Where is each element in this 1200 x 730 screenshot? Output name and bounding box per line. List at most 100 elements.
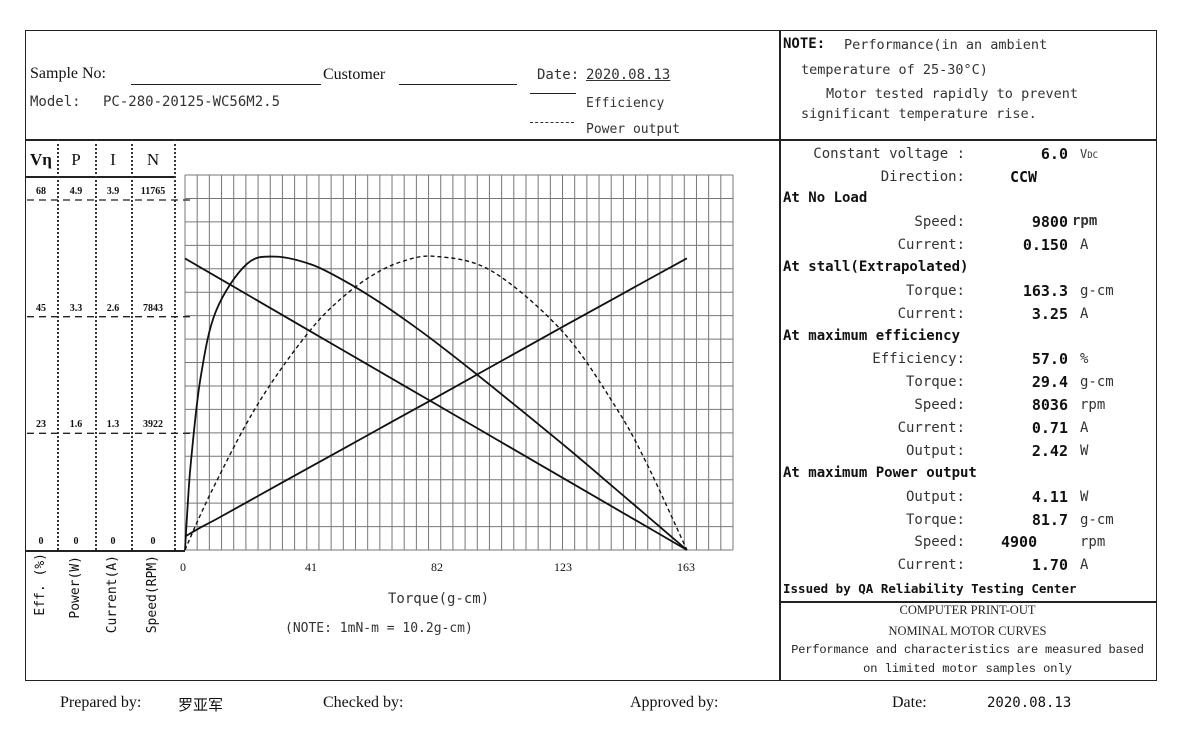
stall-heading: At stall(Extrapolated)	[783, 259, 969, 275]
max-eff-output-value: 2.42	[1031, 442, 1068, 460]
prepared-by-label: Prepared by:	[60, 694, 142, 711]
max-power-current-value: 1.70	[1031, 556, 1068, 574]
max-eff-current-unit: A	[1080, 420, 1089, 436]
axis-tick-label-speed: 11765	[140, 186, 166, 197]
axis-title-speed: Speed(RPM)	[145, 555, 160, 634]
date-label: Date:	[537, 67, 580, 83]
max-eff-efficiency-unit: %	[1080, 351, 1089, 367]
direction-value: CCW	[1010, 168, 1038, 186]
axis-tick-label-eff: 45	[36, 302, 46, 314]
axis-tick-label-speed: 7843	[143, 302, 163, 314]
max-power-current-unit: A	[1080, 557, 1089, 573]
max-power-output-label: Output:	[905, 489, 965, 505]
note-line2: temperature of 25-30°C)	[801, 62, 988, 78]
max-eff-current-value: 0.71	[1031, 419, 1068, 437]
max-power-torque-unit: g-cm	[1080, 512, 1114, 528]
x-tick-label: 41	[305, 560, 318, 574]
model-label: Model:	[30, 94, 81, 110]
axis-head-speed: N	[146, 150, 160, 169]
constant-voltage-value: 6.0	[1040, 145, 1068, 163]
axis-separator	[174, 139, 176, 550]
axis-tick-label-current: 0	[110, 536, 116, 547]
max-eff-efficiency-value: 57.0	[1031, 350, 1068, 368]
max-power-output-unit: W	[1080, 489, 1089, 505]
axis-tick-label-power: 1.6	[69, 419, 83, 431]
max-eff-torque-label: Torque:	[905, 374, 965, 390]
no-load-speed-unit: rpm	[1072, 213, 1098, 229]
legend-efficiency: Efficiency	[586, 96, 665, 111]
legend-solid-line	[530, 93, 576, 95]
axis-tick-label-current: 1.3	[106, 419, 120, 431]
footer-date-value: 2020.08.13	[987, 695, 1072, 711]
printout-line3: Performance and characteristics are meas…	[791, 643, 1144, 657]
date-value: 2020.08.13	[586, 67, 671, 83]
x-tick-label: 0	[180, 560, 186, 574]
stall-current-label: Current:	[897, 306, 965, 322]
max-eff-torque-value: 29.4	[1031, 373, 1068, 391]
note-line1: Performance(in an ambient	[844, 37, 1048, 53]
axis-header-divider	[25, 176, 175, 178]
axis-tick-label-speed: 3922	[143, 419, 163, 431]
customer-field[interactable]	[399, 84, 517, 86]
no-load-current-value: 0.150	[1022, 236, 1068, 254]
axis-separator	[95, 139, 97, 550]
axis-tick-label-current: 3.9	[106, 186, 120, 197]
axis-title-efficiency: Eff. (%)	[33, 553, 48, 616]
axis-separator	[57, 139, 59, 550]
sample-no-field[interactable]	[131, 84, 321, 86]
axis-tick-label-speed: 0	[150, 536, 156, 547]
legend-power-output: Power output	[586, 122, 680, 137]
conversion-note: (NOTE: 1mN-m = 10.2g-cm)	[285, 621, 473, 636]
stall-torque-value: 163.3	[1022, 282, 1068, 300]
header-divider	[25, 139, 1157, 141]
max-eff-speed-label: Speed:	[914, 397, 965, 413]
max-eff-output-unit: W	[1080, 443, 1089, 459]
axis-title-power: Power(W)	[68, 556, 83, 619]
axis-separator	[131, 139, 133, 550]
stall-torque-unit: g-cm	[1080, 283, 1114, 299]
no-load-speed-value: 9800	[1031, 213, 1068, 231]
max-eff-speed-unit: rpm	[1080, 397, 1106, 413]
note-title: NOTE:	[783, 36, 826, 52]
axis-tick-label-eff: 0	[38, 536, 44, 547]
no-load-speed-label: Speed:	[914, 214, 965, 230]
max-power-torque-value: 81.7	[1031, 511, 1068, 529]
axis-tick-label-power: 3.3	[69, 302, 83, 314]
note-line3: Motor tested rapidly to prevent	[826, 86, 1078, 102]
max-power-speed-value: 4900	[1001, 533, 1038, 551]
right-panel-divider	[779, 30, 781, 681]
prepared-by-value: 罗亚军	[178, 696, 224, 714]
note-line4: significant temperature rise.	[801, 106, 1037, 122]
no-load-current-label: Current:	[897, 237, 965, 253]
axis-tick-label-power: 0	[73, 536, 79, 547]
printout-line2: NOMINAL MOTOR CURVES	[888, 624, 1047, 638]
approved-by-label: Approved by:	[630, 694, 719, 711]
stall-current-unit: A	[1080, 306, 1089, 322]
x-tick-label: 82	[431, 560, 444, 574]
max-power-torque-label: Torque:	[905, 512, 965, 528]
stall-torque-label: Torque:	[905, 283, 965, 299]
max-power-speed-label: Speed:	[914, 534, 965, 550]
max-power-output-value: 4.11	[1031, 488, 1068, 506]
customer-label: Customer	[323, 66, 386, 83]
max-eff-current-label: Current:	[897, 420, 965, 436]
printout-divider	[779, 601, 1157, 603]
axis-head-efficiency: Vη	[30, 150, 52, 169]
axis-tick-label-eff: 68	[36, 186, 46, 197]
max-power-heading: At maximum Power output	[783, 465, 977, 481]
printout-line4: on limited motor samples only	[863, 662, 1072, 676]
sample-no-label: Sample No:	[30, 65, 106, 82]
max-power-current-label: Current:	[897, 557, 965, 573]
axis-title-current: Current(A)	[105, 555, 120, 634]
max-eff-efficiency-label: Efficiency:	[872, 351, 965, 367]
max-eff-torque-unit: g-cm	[1080, 374, 1114, 390]
document-frame	[25, 30, 1157, 681]
x-tick-label: 163	[677, 560, 695, 574]
x-tick-label: 123	[554, 560, 573, 574]
axis-head-power: P	[71, 150, 81, 169]
legend-dashed-line	[530, 122, 574, 123]
issued-by: Issued by QA Reliability Testing Center	[783, 581, 1077, 596]
max-power-speed-unit: rpm	[1080, 534, 1106, 550]
printout-line1: COMPUTER PRINT-OUT	[899, 603, 1036, 617]
stall-current-value: 3.25	[1031, 305, 1068, 323]
